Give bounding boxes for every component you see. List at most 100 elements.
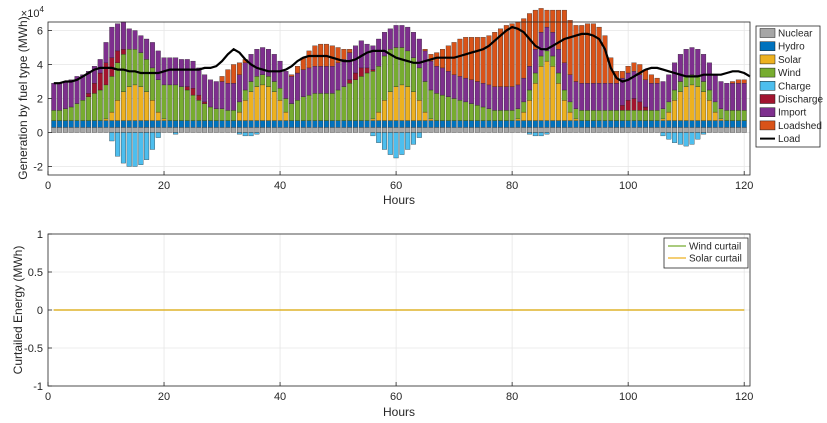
bar-hydro-hour-82: [521, 120, 527, 128]
bar-solar-hour-36: [254, 86, 260, 121]
bar-solar-hour-38: [265, 86, 271, 121]
bar-loadshed-hour-45: [306, 50, 312, 69]
bar-loadshed-hour-73: [469, 37, 474, 80]
bar-hydro-hour-107: [666, 120, 672, 128]
legend-label-load: Load: [778, 134, 800, 145]
bar-loadshed-hour-50: [335, 47, 341, 63]
bar-solar-hour-107: [666, 111, 672, 121]
legend-swatch-nuclear: [759, 28, 776, 38]
bar-import-hour-62: [405, 26, 411, 52]
bar-hydro-hour-34: [242, 120, 248, 128]
bar-hydro-hour-55: [364, 120, 370, 128]
bar-hydro-hour-68: [440, 120, 445, 128]
bar-solar-hour-66: [428, 118, 434, 121]
bar-import-hour-9: [97, 59, 103, 74]
bar-charge-hour-36: [254, 132, 260, 135]
bar-import-hour-6: [80, 74, 86, 101]
bar-hydro-hour-90: [567, 120, 573, 128]
bar-wind-hour-73: [469, 103, 474, 121]
x-tick-label: 80: [506, 391, 518, 403]
bar-nuclear-hour-56: [370, 127, 376, 133]
bar-loadshed-hour-51: [341, 49, 347, 60]
bar-import-hour-15: [132, 30, 138, 50]
bar-loadshed-hour-33: [236, 62, 242, 75]
bar-loadshed-hour-100: [625, 66, 631, 74]
bar-wind-hour-10: [103, 84, 109, 120]
bar-wind-hour-99: [619, 110, 625, 121]
bar-nuclear-hour-117: [724, 127, 730, 133]
bar-hydro-hour-4: [68, 120, 74, 128]
bar-solar-hour-91: [573, 118, 579, 121]
bar-hydro-hour-101: [631, 120, 637, 128]
bar-hydro-hour-5: [74, 120, 80, 128]
bar-nuclear-hour-13: [120, 127, 126, 133]
bar-loadshed-hour-43: [295, 66, 300, 74]
bar-import-hour-59: [387, 28, 393, 50]
bar-hydro-hour-50: [335, 120, 341, 128]
bar-import-hour-46: [312, 66, 318, 94]
bar-hydro-hour-89: [561, 120, 567, 128]
bar-wind-hour-119: [735, 110, 741, 121]
bar-nuclear-hour-87: [550, 127, 556, 133]
load-line: [53, 25, 751, 85]
bar-wind-hour-88: [556, 72, 562, 84]
bar-hydro-hour-117: [724, 120, 730, 128]
bar-charge-hour-12: [115, 132, 121, 157]
bar-wind-hour-24: [184, 89, 190, 121]
x-tick-label: 0: [45, 391, 51, 403]
bar-discharge-hour-9: [97, 72, 103, 91]
bar-hydro-hour-77: [492, 120, 498, 128]
bar-nuclear-hour-95: [596, 127, 602, 133]
bar-nuclear-hour-42: [289, 127, 295, 133]
bar-loadshed-hour-92: [579, 25, 585, 84]
bar-solar-hour-110: [683, 86, 689, 121]
bar-import-hour-30: [219, 81, 225, 109]
bar-import-hour-85: [538, 32, 544, 57]
bar-hydro-hour-17: [144, 120, 150, 128]
bar-nuclear-hour-85: [538, 127, 544, 133]
curtailment-axes: 0 20 40 60 80 100 120 -1 -0.5 0 0.5 1 Hours Curtail…: [11, 229, 753, 419]
bar-solar-hour-12: [115, 100, 121, 121]
x-tick-label: 60: [390, 391, 402, 403]
bar-nuclear-hour-6: [80, 127, 86, 133]
bar-hydro-hour-10: [103, 120, 109, 128]
bar-nuclear-hour-22: [173, 127, 179, 133]
bar-hydro-hour-24: [184, 120, 190, 128]
bar-charge-hour-35: [248, 132, 254, 137]
bar-wind-hour-27: [202, 103, 208, 121]
bar-charge-hour-86: [544, 132, 550, 135]
bar-discharge-hour-7: [86, 93, 92, 97]
bar-nuclear-hour-79: [503, 127, 509, 133]
bar-solar-hour-83: [527, 100, 533, 121]
legend-label-wind: Wind: [778, 68, 801, 79]
bar-solar-hour-106: [660, 118, 666, 121]
bar-loadshed-hour-86: [544, 9, 550, 28]
bar-nuclear-hour-44: [300, 127, 306, 133]
bar-import-hour-52: [347, 52, 353, 80]
bar-nuclear-hour-30: [219, 127, 225, 133]
bar-nuclear-hour-96: [602, 127, 608, 133]
bar-wind-hour-61: [399, 47, 405, 86]
bar-import-hour-29: [213, 81, 219, 109]
bar-hydro-hour-84: [532, 120, 538, 128]
bar-nuclear-hour-97: [608, 127, 614, 133]
bar-wind-hour-45: [306, 94, 312, 121]
bar-nuclear-hour-116: [718, 127, 724, 133]
bar-wind-hour-44: [300, 96, 306, 121]
y-tick-label: 0.5: [28, 267, 43, 279]
bar-charge-hour-33: [236, 132, 242, 135]
bar-discharge-hour-25: [190, 88, 196, 96]
bar-nuclear-hour-35: [248, 127, 254, 133]
bar-wind-hour-86: [544, 50, 550, 62]
bar-import-hour-8: [91, 66, 97, 84]
bar-wind-hour-48: [324, 93, 329, 121]
bar-charge-hour-34: [242, 132, 248, 137]
y-tick-label: 0: [37, 305, 43, 317]
bar-loadshed-hour-104: [648, 74, 654, 84]
bar-import-hour-3: [62, 81, 68, 109]
bar-wind-hour-113: [701, 81, 707, 92]
bar-wind-hour-116: [718, 108, 724, 120]
bar-wind-hour-100: [625, 110, 631, 121]
